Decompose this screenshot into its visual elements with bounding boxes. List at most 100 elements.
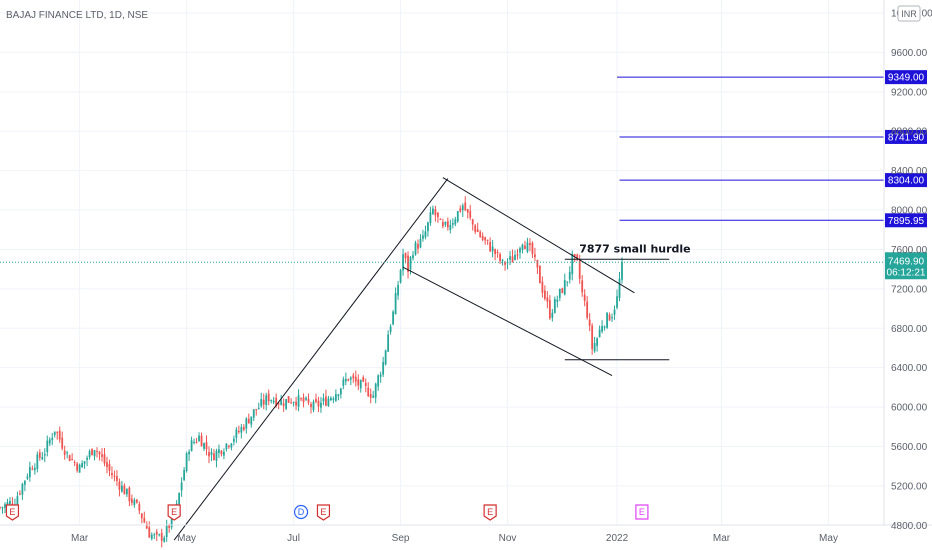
candle-body <box>330 397 332 401</box>
earnings-badge[interactable]: E <box>167 504 181 521</box>
level-label-bg <box>885 129 927 144</box>
candle-body <box>486 239 489 241</box>
candle-body <box>402 254 404 271</box>
candle-body <box>461 205 464 211</box>
candle-body <box>133 500 136 505</box>
earnings-badge[interactable]: E <box>316 504 331 521</box>
candle-body <box>16 496 19 505</box>
candle-body <box>203 443 205 449</box>
x-tick-label: Jul <box>287 533 300 544</box>
candle-body <box>183 470 186 481</box>
candle-body <box>611 317 613 319</box>
earnings-badge[interactable]: E <box>5 504 20 521</box>
candle-body <box>521 244 524 250</box>
drawings: 9349.00 8741.90 8304.00 7895.95 7877 small h… <box>0 70 927 541</box>
candle-body <box>578 260 581 279</box>
candle-body <box>185 453 188 471</box>
currency-button[interactable]: INR <box>897 5 921 22</box>
trend-line <box>442 177 635 294</box>
candle-body <box>178 492 181 505</box>
candle-body <box>474 225 477 232</box>
candle-body <box>613 309 616 315</box>
candle-body <box>322 398 325 402</box>
candle-body <box>501 259 504 261</box>
candle-body <box>165 525 168 538</box>
candle-body <box>275 397 278 407</box>
candle-body <box>509 256 511 260</box>
candle-body <box>223 451 225 456</box>
candle-body <box>31 468 34 470</box>
candle-body <box>143 517 146 523</box>
candle-body <box>297 395 300 407</box>
candle-body <box>469 211 472 218</box>
dividend-badge[interactable]: D <box>293 504 309 520</box>
candle-body <box>593 343 596 352</box>
x-tick-label: May <box>819 533 838 544</box>
candle-body <box>232 438 235 442</box>
candle-body <box>422 235 424 239</box>
candle-body <box>546 297 549 302</box>
candle-body <box>471 219 474 225</box>
candle-body <box>215 450 218 461</box>
candle-body <box>46 440 49 452</box>
currency-label: INR <box>901 9 917 19</box>
trend-line <box>173 178 449 541</box>
candle-body <box>168 524 171 528</box>
candle-body <box>280 400 283 405</box>
candle-body <box>305 397 307 400</box>
candle-body <box>489 242 492 252</box>
candle-body <box>427 222 429 232</box>
candle-body <box>262 399 265 405</box>
level-label: 7895.95 <box>888 216 925 227</box>
candle-body <box>285 399 288 409</box>
candle-body <box>71 459 74 461</box>
candle-body <box>128 487 131 502</box>
x-tick-label: 2022 <box>606 533 629 544</box>
candle-body <box>282 403 285 406</box>
candle-body <box>407 255 409 272</box>
candle-body <box>339 388 342 395</box>
candle-body <box>125 488 128 495</box>
candle-body <box>33 467 36 471</box>
candle-body <box>551 312 554 318</box>
earnings-badge[interactable]: E <box>483 504 497 521</box>
candle-body <box>270 400 273 402</box>
candle-body <box>227 445 230 447</box>
candle-body <box>432 208 434 214</box>
candle-body <box>598 329 601 338</box>
candle-body <box>103 454 106 464</box>
candle-body <box>163 537 166 542</box>
candle-body <box>571 253 574 275</box>
candle-body <box>140 513 143 519</box>
candle-body <box>548 300 551 319</box>
candle-body <box>325 396 327 406</box>
y-tick-label: 6000.00 <box>891 403 928 414</box>
candle-body <box>608 314 611 321</box>
candle-body <box>208 452 210 457</box>
candle-body <box>198 435 200 442</box>
candle-body <box>195 441 198 443</box>
candle-body <box>382 362 385 375</box>
candle-body <box>36 454 39 469</box>
y-tick-label: 4800.00 <box>891 521 928 532</box>
earnings-badge[interactable]: E <box>635 504 649 520</box>
candle-body <box>369 394 372 398</box>
candle-body <box>240 427 243 433</box>
chart-title: BAJAJ FINANCE LTD, 1D, NSE <box>6 10 148 21</box>
candle-body <box>446 221 449 228</box>
candle-body <box>384 350 387 365</box>
candle-body <box>118 481 121 490</box>
candle-body <box>260 399 263 407</box>
candle-body <box>310 404 312 408</box>
candle-body <box>235 429 238 438</box>
candle-body <box>51 437 54 441</box>
candle-body <box>514 254 516 260</box>
candle-body <box>290 402 292 404</box>
y-tick-label: 9600.00 <box>891 48 928 59</box>
candle-body <box>272 400 275 403</box>
candle-body <box>334 394 337 401</box>
candle-body <box>121 485 123 492</box>
candle-body <box>287 396 290 403</box>
y-tick-label: 8400.00 <box>891 166 928 177</box>
